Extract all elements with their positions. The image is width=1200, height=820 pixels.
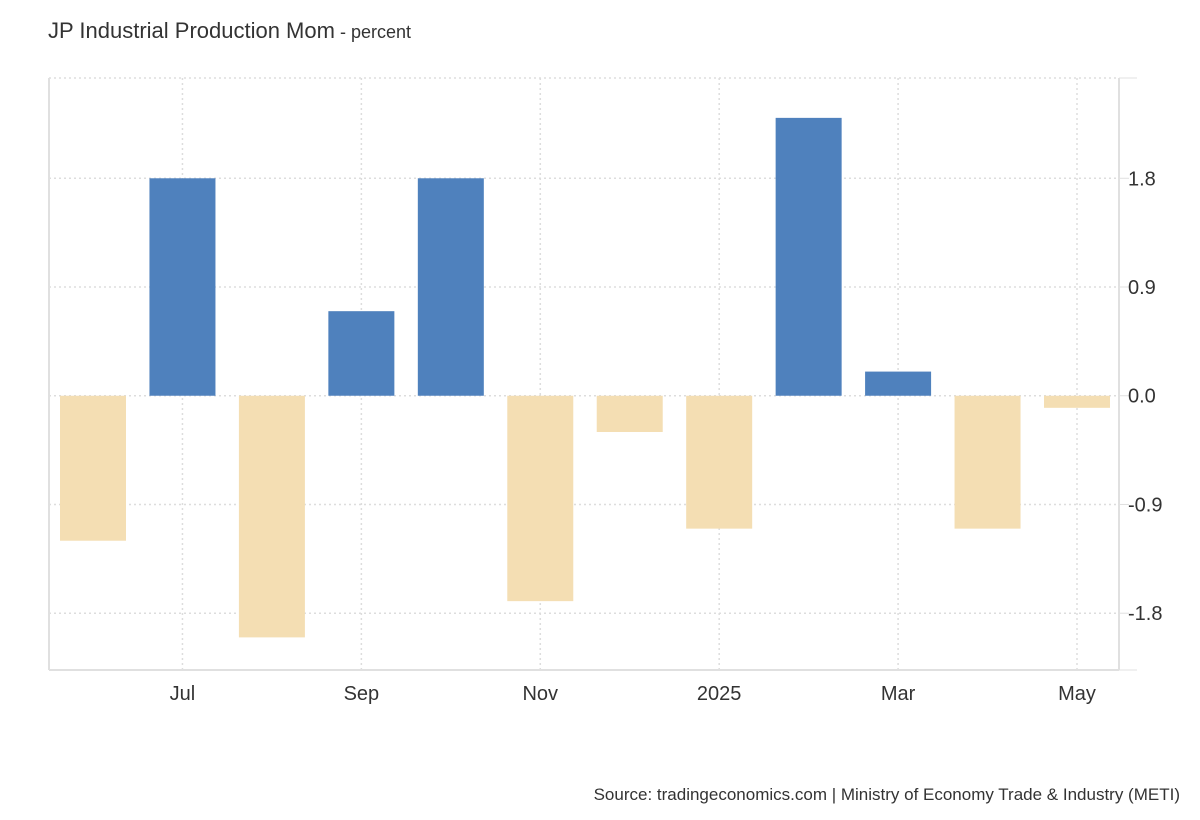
bar-nov-2024[interactable] <box>507 395 574 602</box>
y-tick-label: -0.9 <box>1128 494 1162 516</box>
bar-dec-2024[interactable] <box>596 395 663 432</box>
label-layer: 1.8 0.9 0.0 -0.9 -1.8 Jul Sep Nov 2025 Mar May <box>170 168 1163 705</box>
bar-sep-2024[interactable] <box>328 311 395 396</box>
y-tick-label: 0.9 <box>1128 277 1156 299</box>
x-tick-label: May <box>1058 683 1096 705</box>
bar-layer <box>60 117 1110 638</box>
x-tick-label: Sep <box>344 683 380 705</box>
y-tick-label: 1.8 <box>1128 168 1156 190</box>
chart-unit: percent <box>350 22 411 42</box>
bar-may-2025[interactable] <box>1044 395 1110 408</box>
x-tick-label: Jul <box>170 683 196 705</box>
bar-mar-2025[interactable] <box>865 371 932 396</box>
bar-feb-2025[interactable] <box>775 117 842 396</box>
bar-chart: 1.8 0.9 0.0 -0.9 -1.8 Jul Sep Nov 2025 Mar May <box>48 77 1163 705</box>
x-tick-label: Mar <box>881 683 916 705</box>
y-tick-label: 0.0 <box>1128 386 1156 408</box>
chart-title-separator: - <box>334 22 351 42</box>
bar-apr-2025[interactable] <box>954 395 1021 529</box>
bar-aug-2024[interactable] <box>238 395 305 638</box>
chart-title: JP Industrial Production Mom - percent <box>48 18 411 44</box>
chart-title-main: JP Industrial Production Mom <box>48 18 335 43</box>
bar-oct-2024[interactable] <box>417 178 484 396</box>
bar-jul-2024[interactable] <box>149 178 216 396</box>
bar-jun-2024[interactable] <box>60 395 126 541</box>
axis-layer <box>48 77 1137 671</box>
x-tick-label: 2025 <box>697 683 742 705</box>
x-tick-label: Nov <box>522 683 558 705</box>
y-tick-label: -1.8 <box>1128 603 1162 625</box>
source-attribution: Source: tradingeconomics.com | Ministry … <box>593 785 1180 804</box>
bar-jan-2025[interactable] <box>686 395 753 529</box>
